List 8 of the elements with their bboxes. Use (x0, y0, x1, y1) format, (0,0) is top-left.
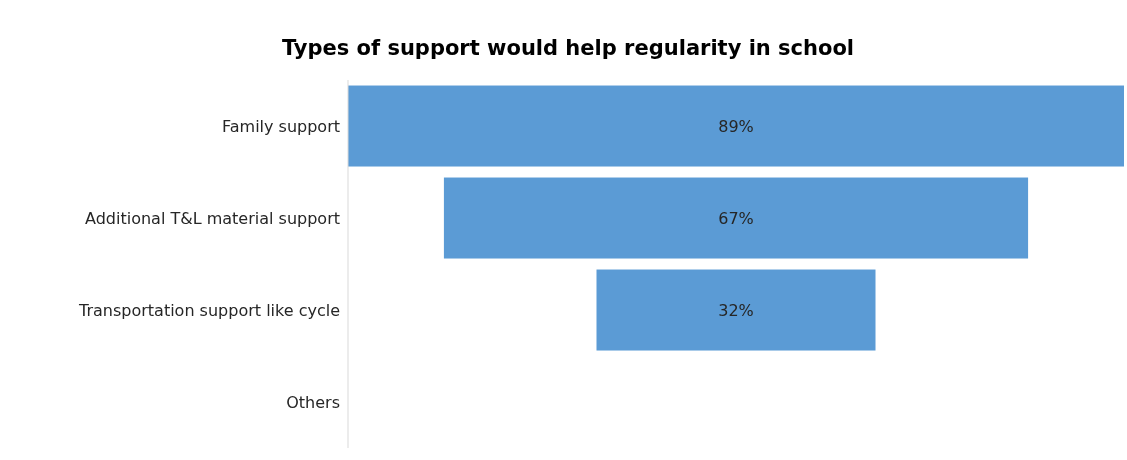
category-label: Family support (222, 116, 340, 136)
data-label: 32% (718, 300, 754, 320)
category-label: Others (286, 392, 340, 412)
data-label: 89% (718, 116, 754, 136)
data-label: 67% (718, 208, 754, 228)
category-label: Transportation support like cycle (78, 300, 340, 320)
category-label: Additional T&L material support (85, 208, 340, 228)
text: Types of support would help regularity in school (280, 35, 856, 62)
